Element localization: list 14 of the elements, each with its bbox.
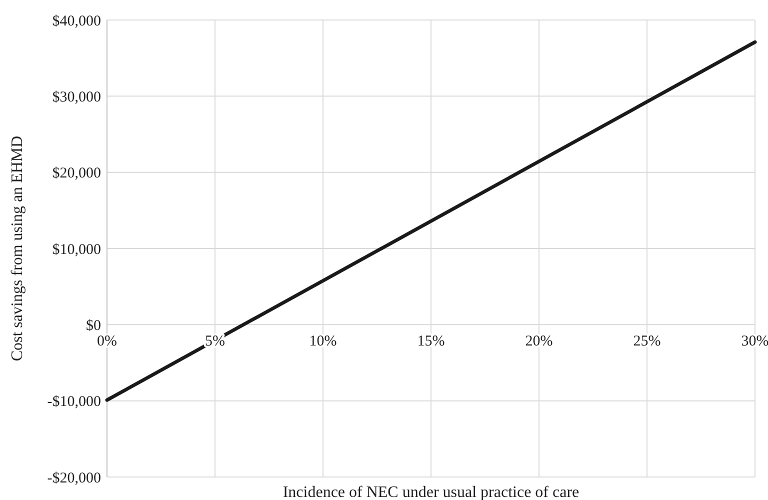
y-tick-label: -$20,000 (47, 470, 101, 486)
y-tick-label: $20,000 (52, 166, 101, 182)
x-tick-label: 0% (97, 334, 117, 350)
x-tick-label: 20% (525, 334, 553, 350)
x-tick-label: 25% (633, 334, 661, 350)
y-tick-label: $10,000 (52, 242, 101, 258)
y-tick-label: $0 (86, 318, 101, 334)
x-tick-label: 30% (741, 334, 768, 350)
x-tick-label: 10% (309, 334, 337, 350)
y-axis-title: Cost savings from using an EHMD (9, 136, 26, 362)
y-tick-label: -$10,000 (47, 394, 101, 410)
x-tick-label: 15% (417, 334, 445, 350)
y-tick-label: $40,000 (52, 13, 101, 30)
y-tick-label: $30,000 (52, 89, 101, 106)
